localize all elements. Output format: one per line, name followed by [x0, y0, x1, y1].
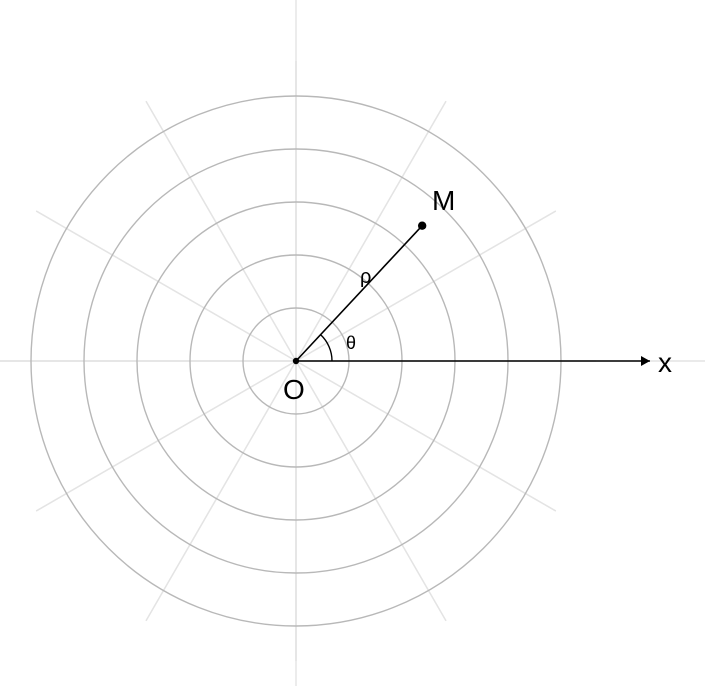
label-x-axis: x — [658, 347, 672, 378]
theta-arc — [321, 335, 332, 361]
rho-line — [296, 226, 422, 361]
label-point-m: M — [432, 185, 455, 216]
label-origin: O — [283, 374, 305, 405]
polar-diagram: Ox Mρ θ — [0, 0, 705, 686]
label-theta: θ — [346, 333, 356, 353]
point-m-dot — [418, 221, 426, 229]
label-rho: ρ — [360, 266, 371, 288]
x-axis-arrowhead — [641, 356, 650, 366]
